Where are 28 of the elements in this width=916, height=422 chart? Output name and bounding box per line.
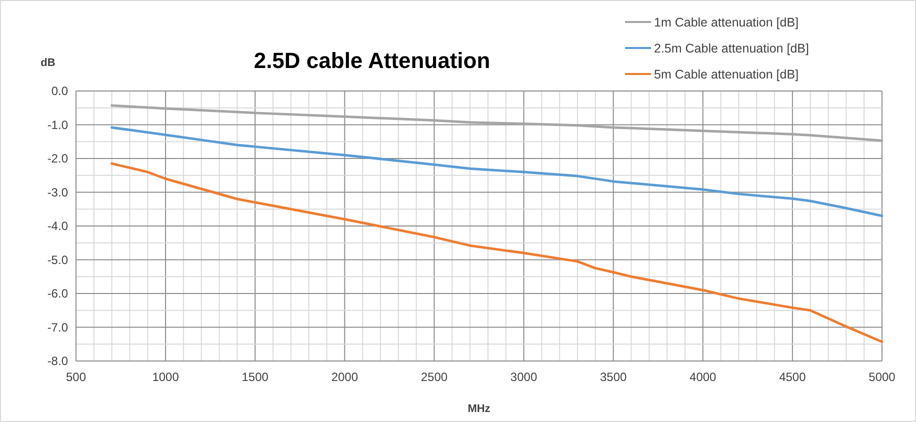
y-tick-label: -5.0 (47, 252, 68, 267)
legend-label: 1m Cable attenuation [dB] (654, 15, 799, 30)
y-tick-label: -7.0 (47, 320, 68, 334)
y-tick-label: 0.0 (51, 84, 68, 98)
x-axis-title: MHz (468, 403, 491, 415)
y-tick-label: -8.0 (47, 354, 68, 368)
y-tick-label: -2.0 (47, 152, 68, 166)
x-tick-label: 3500 (600, 370, 628, 384)
x-tick-label: 4500 (779, 370, 806, 384)
legend-label: 2.5m Cable attenuation [dB] (654, 41, 809, 56)
x-tick-label: 4000 (690, 370, 717, 384)
y-tick-label: -1.0 (47, 118, 68, 132)
x-tick-label: 1000 (152, 370, 180, 384)
line-series (110, 104, 884, 142)
y-tick-label: -4.0 (47, 219, 68, 234)
y-axis-title: dB (40, 57, 56, 69)
chart-title: 2.5D cable Attenuation (254, 48, 490, 73)
y-tick-label: -6.0 (47, 286, 68, 301)
y-tick-label: -3.0 (47, 185, 68, 200)
x-tick-label: 1500 (242, 370, 269, 384)
x-tick-label: 500 (66, 370, 86, 384)
x-tick-label: 2500 (420, 370, 448, 384)
line-series (110, 162, 884, 344)
x-tick-label: 3000 (510, 370, 538, 384)
line-series (110, 126, 884, 218)
x-tick-label: 2000 (331, 370, 358, 384)
legend-label: 5m Cable attenuation [dB] (654, 67, 799, 82)
x-tick-label: 5000 (868, 370, 896, 384)
